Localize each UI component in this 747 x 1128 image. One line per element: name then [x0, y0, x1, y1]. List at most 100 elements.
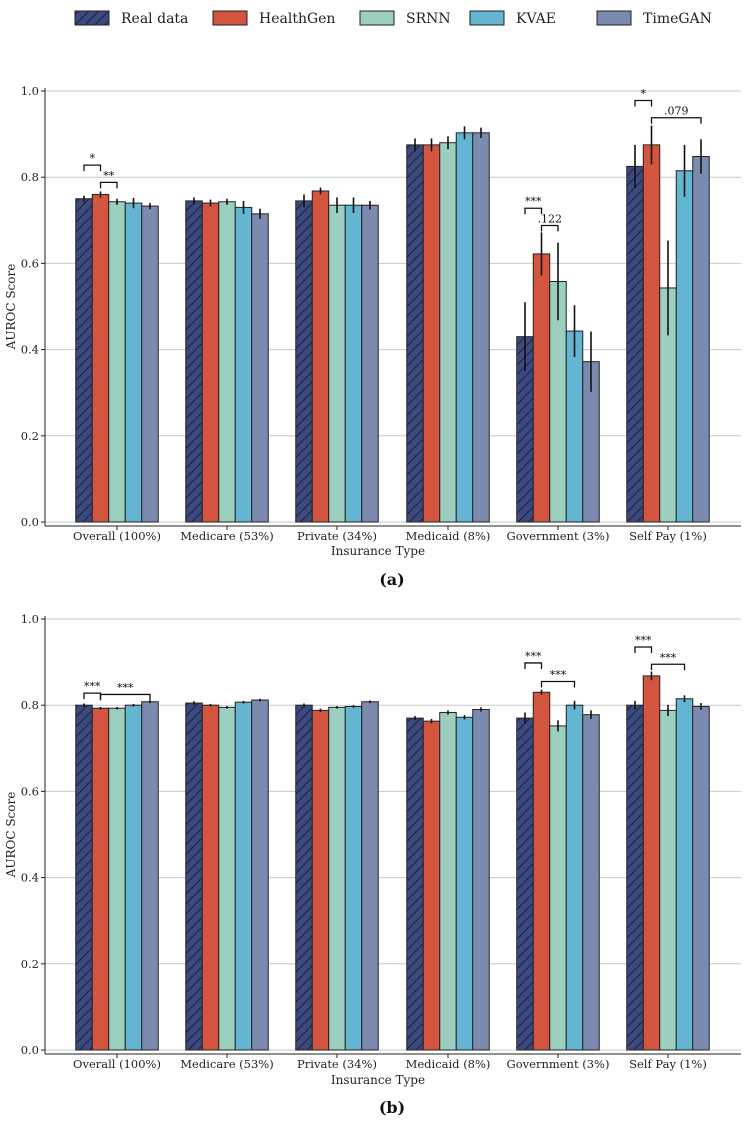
bar-healthgen: [201, 202, 220, 523]
bar-healthgen: [532, 253, 551, 523]
bar-srnn: [659, 709, 677, 1051]
y-tick-label: 0.8: [21, 698, 39, 712]
x-tick-label: Private (34%): [297, 529, 377, 543]
bar-real-data: [185, 200, 203, 523]
bar-kvae: [565, 330, 584, 523]
legend: Real data HealthGen SRNN KVAE TimeGAN: [74, 10, 712, 27]
y-tick-label: 0.0: [21, 1043, 39, 1057]
significance-label: ***: [635, 634, 652, 647]
legend-label-2: SRNN: [406, 11, 451, 27]
bar-healthgen: [642, 675, 661, 1051]
y-axis-title: AUROC Score: [4, 792, 18, 879]
bar-timegan: [472, 709, 490, 1051]
bar-timegan: [582, 714, 600, 1051]
bar-kvae: [234, 701, 253, 1051]
bar-kvae: [565, 704, 584, 1051]
x-tick-label: Self Pay (1%): [629, 529, 707, 543]
bar-srnn: [439, 712, 457, 1051]
significance-bracket: [634, 99, 653, 107]
significance-bracket: [83, 692, 102, 700]
bar-real-data: [295, 200, 313, 523]
bar-kvae: [455, 716, 474, 1051]
legend-label-4: TimeGAN: [643, 11, 712, 27]
significance-label: .122: [538, 212, 563, 225]
bar-timegan: [361, 701, 379, 1051]
significance-bracket: [524, 207, 543, 215]
significance-label: *: [90, 152, 96, 165]
significance-label: *: [641, 87, 647, 100]
bar-timegan: [472, 132, 490, 523]
significance-bracket: [99, 693, 151, 701]
significance-bracket: [540, 680, 576, 688]
bar-healthgen: [201, 704, 220, 1051]
bar-timegan: [251, 213, 269, 523]
y-tick-label: 1.0: [21, 84, 39, 98]
x-tick-label: Self Pay (1%): [629, 1057, 707, 1071]
bar-real-data: [626, 704, 644, 1051]
bar-srnn: [328, 706, 346, 1051]
bar-timegan: [361, 204, 379, 523]
bar-timegan: [141, 205, 159, 523]
panel-label: (a): [379, 570, 405, 589]
bar-real-data: [406, 717, 424, 1051]
x-tick-label: Medicare (53%): [180, 1057, 273, 1071]
bar-healthgen: [91, 707, 110, 1051]
significance-label: ***: [660, 651, 677, 664]
significance-bracket: [650, 663, 686, 671]
significance-label: ***: [525, 195, 542, 208]
bar-kvae: [124, 202, 143, 523]
bar-real-data: [75, 704, 93, 1051]
bar-healthgen: [422, 720, 441, 1051]
y-tick-label: 0.0: [21, 515, 39, 529]
bar-srnn: [549, 725, 567, 1051]
bar-srnn: [218, 706, 236, 1051]
bar-healthgen: [311, 190, 330, 523]
bar-real-data: [75, 198, 93, 523]
panel-label: (b): [379, 1098, 405, 1117]
legend-swatch-4: [596, 10, 632, 26]
significance-bracket: [83, 164, 102, 172]
chart-panel-a: 0.00.20.40.60.81.0******.122*.079Overall…: [4, 84, 741, 589]
legend-swatch-3: [469, 10, 505, 26]
bar-kvae: [675, 698, 694, 1051]
y-tick-label: 0.8: [21, 170, 39, 184]
y-tick-label: 0.2: [21, 957, 39, 971]
significance-label: **: [103, 169, 115, 182]
bar-kvae: [675, 170, 694, 523]
y-tick-label: 0.2: [21, 429, 39, 443]
bar-healthgen: [311, 709, 330, 1051]
bar-real-data: [626, 165, 644, 523]
y-tick-label: 0.4: [21, 871, 39, 885]
significance-bracket: [650, 117, 702, 124]
significance-label: ***: [84, 680, 101, 693]
bar-timegan: [692, 156, 710, 523]
x-tick-label: Government (3%): [507, 1057, 610, 1071]
legend-swatch-1: [212, 10, 248, 26]
x-tick-label: Government (3%): [507, 529, 610, 543]
x-tick-label: Medicaid (8%): [406, 529, 491, 543]
bar-real-data: [185, 702, 203, 1051]
x-tick-label: Medicare (53%): [180, 529, 273, 543]
bar-kvae: [344, 705, 363, 1051]
legend-label-1: HealthGen: [259, 11, 335, 27]
x-tick-label: Private (34%): [297, 1057, 377, 1071]
significance-label: ***: [550, 668, 567, 681]
significance-bracket: [524, 662, 543, 669]
y-tick-label: 1.0: [21, 612, 39, 626]
bar-srnn: [218, 201, 236, 523]
y-axis-title: AUROC Score: [4, 264, 18, 351]
x-tick-label: Overall (100%): [73, 529, 161, 543]
bar-timegan: [141, 701, 159, 1051]
significance-bracket: [99, 181, 118, 189]
legend-swatch-0: [74, 10, 110, 26]
significance-label: ***: [117, 681, 134, 694]
bar-srnn: [108, 707, 126, 1051]
legend-swatch-2: [359, 10, 395, 26]
bar-kvae: [344, 204, 363, 523]
legend-label-0: Real data: [121, 11, 188, 27]
bar-healthgen: [422, 144, 441, 523]
significance-label: ***: [525, 650, 542, 663]
legend-label-3: KVAE: [516, 11, 556, 27]
bar-timegan: [692, 705, 710, 1051]
